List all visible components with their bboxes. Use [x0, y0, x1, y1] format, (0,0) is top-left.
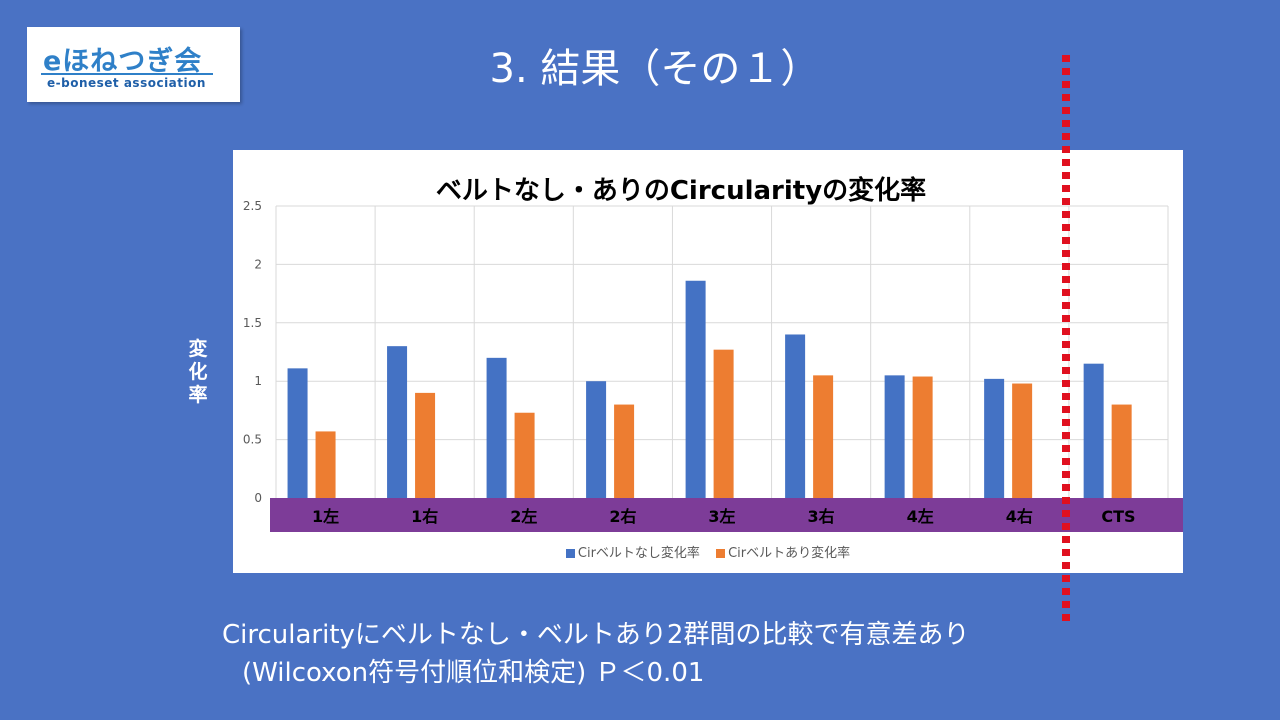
legend-item-no-belt: Cirベルトなし変化率 — [565, 542, 700, 561]
logo-sub-text: e-boneset association — [47, 76, 206, 90]
bar-with-belt — [912, 376, 933, 498]
x-tick-label: 4左 — [907, 507, 934, 526]
legend-swatch-no-belt — [565, 549, 575, 558]
x-tick-label: 1右 — [411, 507, 438, 526]
association-logo: eほねつぎ会 e-boneset association — [27, 27, 240, 102]
bar-no-belt — [486, 357, 507, 498]
conclusion-text: Circularityにベルトなし・ベルトあり2群間の比較で有意差あり (Wil… — [222, 616, 969, 692]
logo-underline — [41, 73, 213, 75]
x-tick-label: 3左 — [708, 507, 735, 526]
y-tick-label: 2.5 — [243, 199, 262, 213]
bar-no-belt — [1083, 363, 1104, 498]
bar-no-belt — [387, 346, 408, 498]
x-tick-label: 3右 — [808, 507, 835, 526]
red-dotted-divider — [1062, 55, 1070, 625]
legend-item-with-belt: Cirベルトあり変化率 — [716, 542, 850, 561]
bar-no-belt — [984, 378, 1005, 498]
x-tick-label: 4右 — [1006, 507, 1033, 526]
bar-no-belt — [685, 280, 706, 498]
logo-main-text: eほねつぎ会 — [43, 46, 203, 77]
panel-corner-notch — [1176, 150, 1183, 157]
y-tick-label: 0.5 — [243, 433, 262, 447]
bar-with-belt — [614, 404, 635, 498]
bar-with-belt — [1111, 404, 1132, 498]
bar-no-belt — [884, 375, 905, 498]
legend-label-with-belt: Cirベルトあり変化率 — [728, 546, 851, 561]
legend-swatch-with-belt — [716, 549, 726, 558]
bar-with-belt — [315, 431, 336, 498]
x-tick-label: CTS — [1101, 507, 1135, 526]
bar-with-belt — [813, 375, 834, 498]
x-tick-label: 1左 — [312, 507, 339, 526]
y-tick-label: 0 — [254, 491, 262, 505]
bar-with-belt — [713, 349, 734, 498]
bar-with-belt — [514, 412, 535, 498]
y-tick-label: 2 — [254, 257, 262, 271]
x-tick-label: 2左 — [510, 507, 537, 526]
conclusion-line-2: (Wilcoxon符号付順位和検定) Ｐ＜0.01 — [242, 658, 705, 688]
category-band — [270, 498, 1183, 532]
chart-legend: Cirベルトなし変化率 Cirベルトあり変化率 — [233, 542, 1183, 561]
bar-with-belt — [1012, 383, 1033, 498]
bar-no-belt — [785, 334, 806, 498]
x-tick-label: 2右 — [609, 507, 636, 526]
bar-with-belt — [415, 392, 436, 498]
y-tick-label: 1.5 — [243, 316, 262, 330]
y-axis-label: 変化率 — [188, 338, 208, 406]
y-tick-label: 1 — [254, 374, 262, 388]
slide-title: 3. 結果（その１） — [489, 46, 821, 92]
chart-title: ベルトなし・ありのCircularityの変化率 — [435, 176, 927, 206]
legend-label-no-belt: Cirベルトなし変化率 — [577, 546, 700, 561]
bar-no-belt — [287, 368, 308, 498]
conclusion-line-1: Circularityにベルトなし・ベルトあり2群間の比較で有意差あり — [222, 620, 970, 650]
bar-no-belt — [586, 381, 607, 498]
